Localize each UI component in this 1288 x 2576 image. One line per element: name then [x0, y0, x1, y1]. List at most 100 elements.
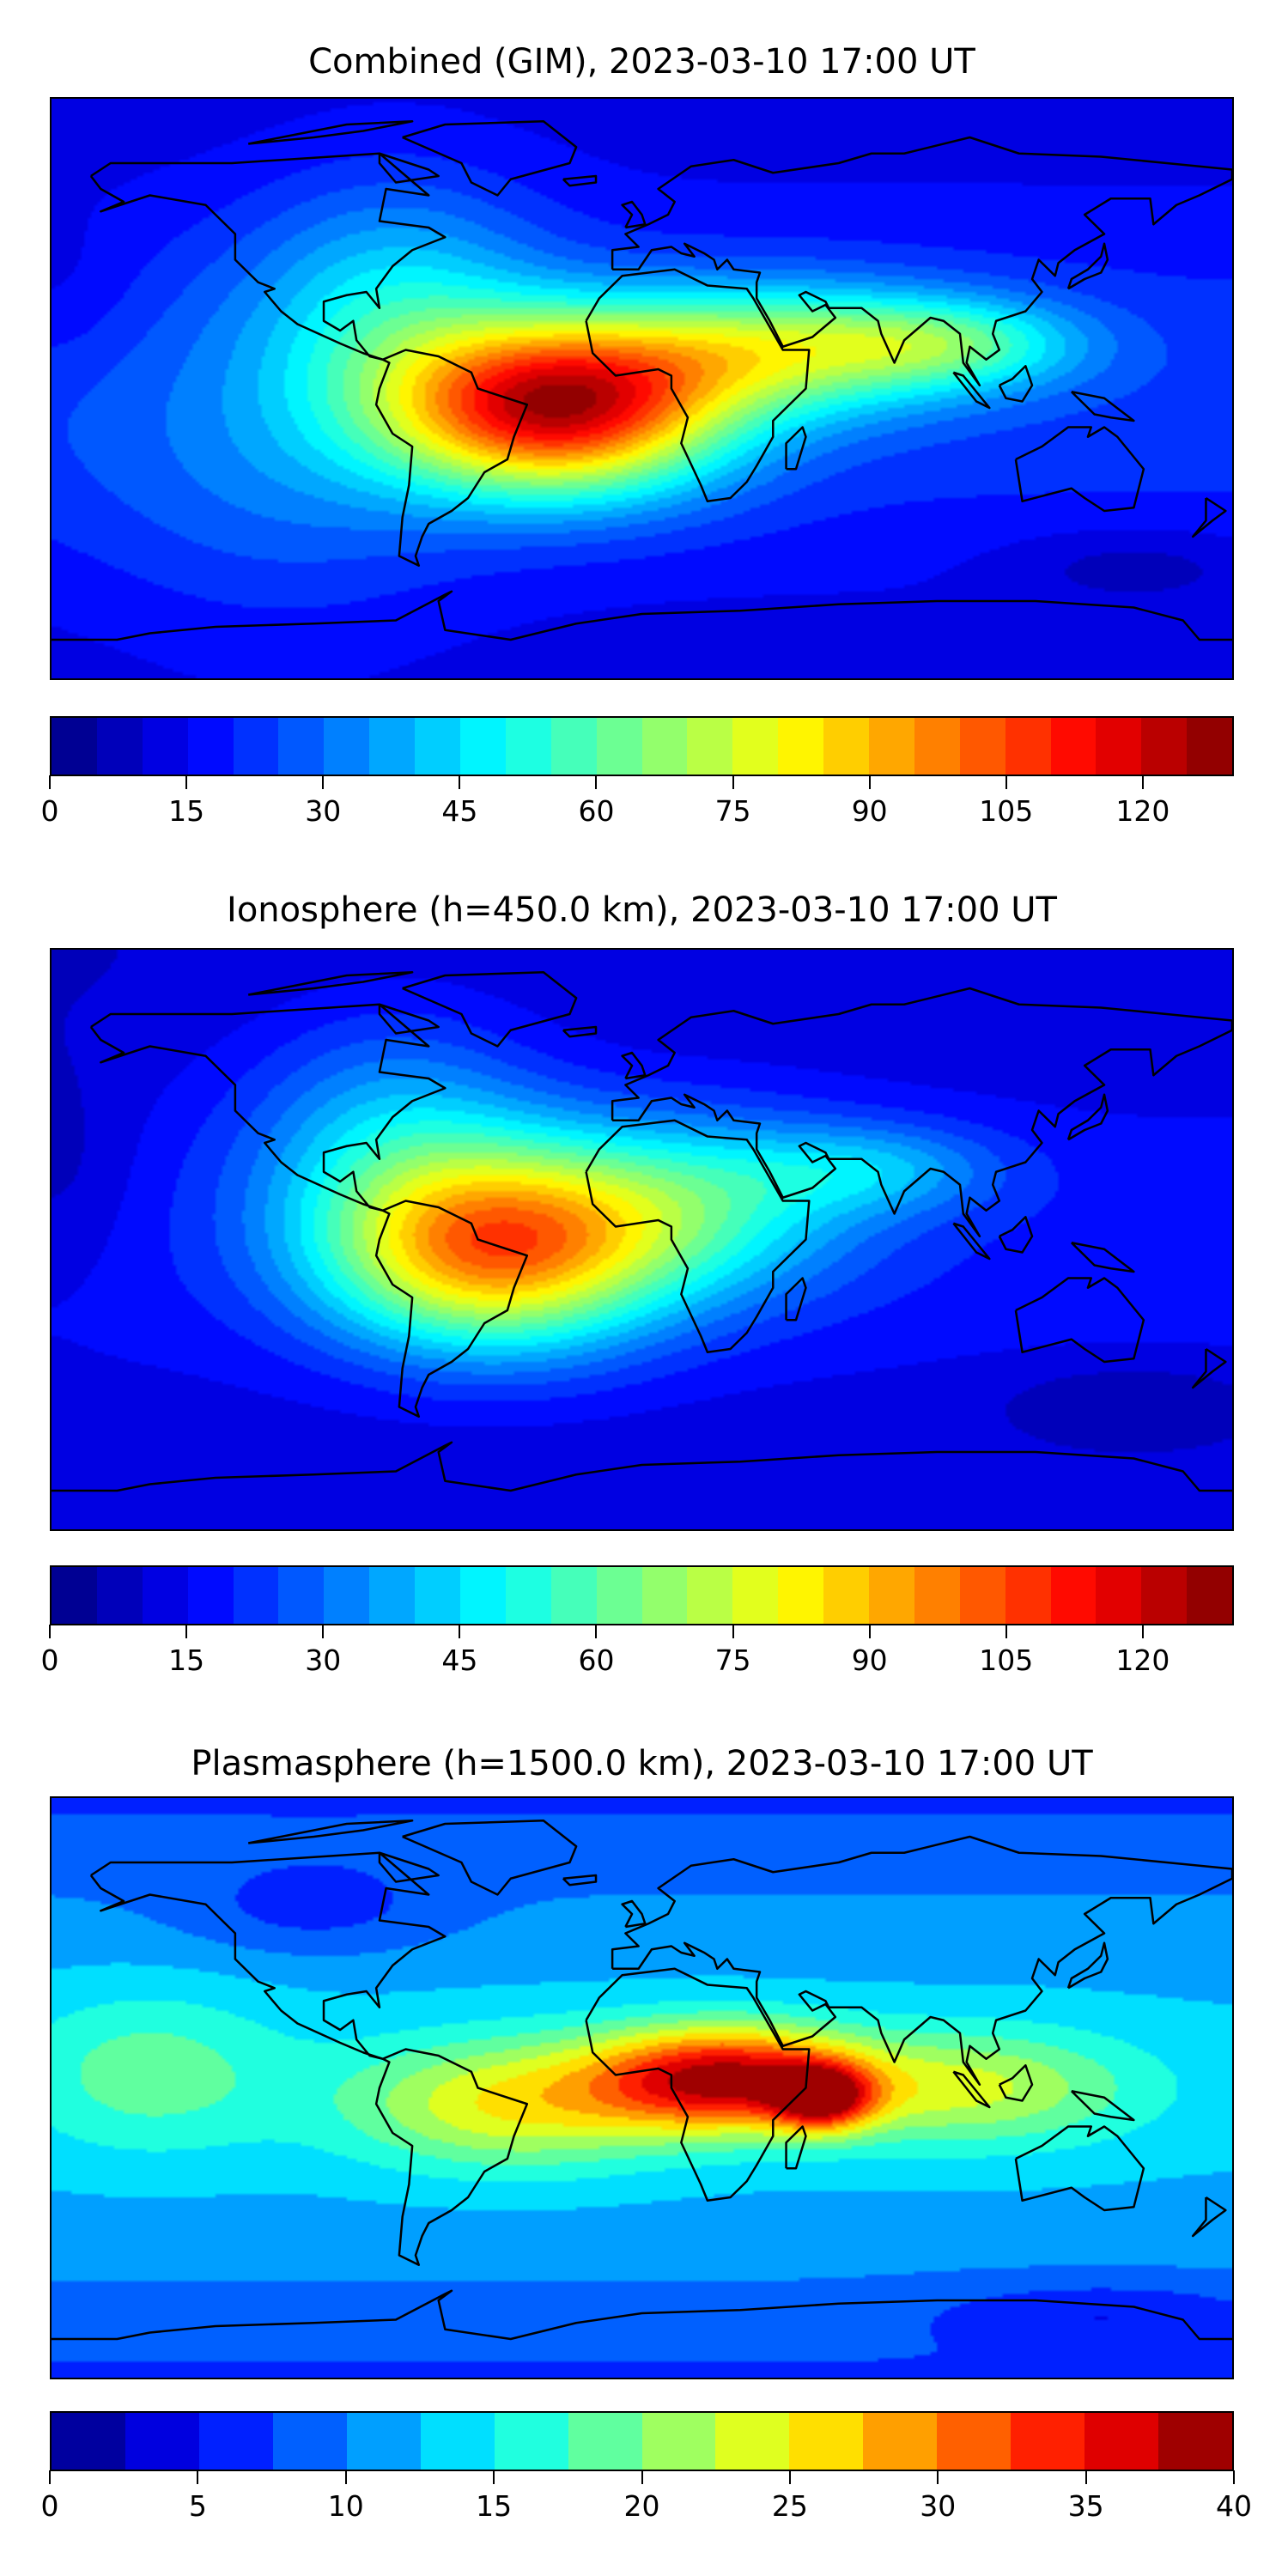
colorbar-tick-label: 0	[40, 2489, 59, 2523]
colorbar-bin	[732, 718, 779, 775]
colorbar-bin	[460, 718, 506, 775]
colorbar-bin	[550, 718, 597, 775]
colorbar-bin	[125, 2413, 199, 2470]
colorbar-tick	[868, 775, 871, 789]
coastlines	[52, 99, 1232, 678]
coastline-south-america	[376, 350, 527, 566]
coastline-japan	[1068, 1943, 1108, 1989]
colorbar-bin	[1005, 1567, 1051, 1624]
colorbar-bin	[324, 718, 370, 775]
colorbar-bin	[1005, 718, 1051, 775]
colorbar-tick-label: 75	[714, 794, 751, 828]
colorbar-bin	[778, 718, 824, 775]
coastline-baffin	[380, 1005, 439, 1034]
field-combined	[52, 99, 1232, 678]
coastline-britain	[623, 202, 646, 228]
colorbar-bin	[96, 1567, 143, 1624]
coastline-borneo	[999, 1217, 1032, 1252]
coastline-africa	[586, 1121, 810, 1352]
colorbar-bin	[96, 718, 143, 775]
colorbar-tick-label: 75	[714, 1643, 751, 1677]
colorbar-tick	[1141, 1625, 1144, 1638]
colorbar-bin	[278, 1567, 325, 1624]
colorbar-tick	[459, 775, 461, 789]
coastline-africa	[586, 270, 810, 501]
colorbar-tick	[185, 1625, 188, 1638]
colorbar-tick	[322, 775, 325, 789]
colorbar-bin	[914, 718, 960, 775]
colorbar-bin	[494, 2413, 568, 2470]
colorbar-tick	[459, 1625, 461, 1638]
colorbar-tick-label: 30	[305, 1643, 342, 1677]
coastline-south-america	[376, 2050, 527, 2265]
colorbar-tick	[1084, 2470, 1087, 2484]
colorbar-bin	[187, 1567, 234, 1624]
colorbar-bin	[369, 718, 416, 775]
colorbar-bin	[1141, 718, 1188, 775]
coastline-new-zealand	[1193, 498, 1225, 537]
colorbar-plasmasphere	[50, 2411, 1234, 2471]
coastline-britain	[623, 1053, 646, 1078]
colorbar-tick	[1233, 2470, 1235, 2484]
colorbar-bin	[505, 1567, 551, 1624]
colorbar-tick-label: 5	[188, 2489, 207, 2523]
colorbar-bin	[505, 718, 551, 775]
coastline-iceland	[563, 176, 596, 185]
coastline-japan	[1068, 244, 1108, 289]
colorbar-tick-label: 105	[979, 1643, 1034, 1677]
colorbar-bin	[460, 1567, 506, 1624]
colorbar-tick-label: 10	[327, 2489, 364, 2523]
coastline-borneo	[999, 366, 1032, 401]
coastline-new-guinea	[1072, 1242, 1134, 1272]
colorbar-bin	[420, 2413, 495, 2470]
colorbar-bin	[568, 2413, 642, 2470]
colorbar-bin	[52, 2413, 125, 2470]
colorbar-tick-label: 120	[1115, 794, 1170, 828]
colorbar-bin	[1141, 1567, 1188, 1624]
coastline-arctic-islands	[248, 1820, 412, 1843]
colorbar-bin	[823, 718, 870, 775]
colorbar-tick-label: 0	[40, 794, 59, 828]
coastline-north-america	[91, 1853, 446, 2059]
colorbar-tick	[595, 775, 598, 789]
colorbar-bin	[233, 718, 279, 775]
coastline-greenland	[403, 972, 576, 1046]
map-plasmasphere	[50, 1796, 1234, 2379]
coastline-antarctica	[52, 1443, 1232, 1491]
colorbar-bin	[142, 718, 188, 775]
coastline-borneo	[999, 2065, 1032, 2100]
colorbar-tick-label: 120	[1115, 1643, 1170, 1677]
colorbar-ionosphere	[50, 1565, 1234, 1625]
colorbar-bin	[198, 2413, 273, 2470]
colorbar-bin	[687, 718, 733, 775]
coastline-new-zealand	[1193, 2197, 1225, 2236]
colorbar-bin	[869, 718, 914, 775]
coastline-sumatra	[953, 2072, 989, 2107]
colorbar-tick-label: 45	[441, 1643, 478, 1677]
colorbar-tick	[732, 1625, 734, 1638]
colorbar-tick	[49, 775, 51, 789]
colorbar-bin	[369, 1567, 416, 1624]
colorbar-bin	[550, 1567, 597, 1624]
colorbar-bin	[869, 1567, 914, 1624]
coastline-greenland	[403, 1820, 576, 1894]
coastline-australia	[1016, 2127, 1144, 2211]
colorbar-tick-label: 15	[168, 1643, 205, 1677]
colorbar-bin	[187, 718, 234, 775]
panel-title-combined: Combined (GIM), 2023-03-10 17:00 UT	[308, 42, 975, 82]
coastline-iceland	[563, 1875, 596, 1885]
colorbar-bin	[272, 2413, 347, 2470]
coastline-arctic-islands	[248, 972, 412, 994]
colorbar-tick	[788, 2470, 791, 2484]
colorbar-bin	[1187, 718, 1233, 775]
colorbar-bin	[278, 718, 325, 775]
colorbar-bin	[1096, 1567, 1142, 1624]
colorbar-bin	[863, 2413, 938, 2470]
colorbar-bin	[1096, 718, 1142, 775]
colorbar-tick	[185, 775, 188, 789]
colorbar-combined	[50, 716, 1234, 776]
colorbar-tick-label: 60	[578, 1643, 615, 1677]
coastline-new-zealand	[1193, 1349, 1225, 1388]
colorbar-tick-label: 15	[476, 2489, 513, 2523]
colorbar-bin	[641, 2413, 716, 2470]
